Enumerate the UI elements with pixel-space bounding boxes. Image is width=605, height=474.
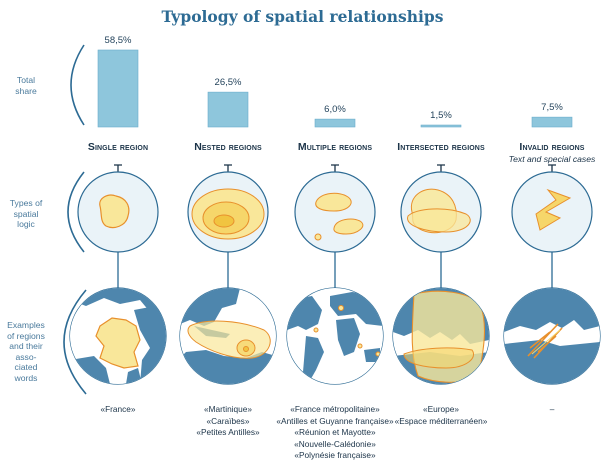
bar-value-label: 26,5% bbox=[214, 77, 242, 89]
bracket-icon bbox=[63, 289, 87, 395]
connectors bbox=[114, 164, 556, 288]
europe-map-icon bbox=[392, 287, 490, 385]
row-label-examples: Examples of regions and their asso- ciat… bbox=[0, 320, 52, 383]
example-words: «Martinique» «Caraïbes» «Petites Antilles» bbox=[163, 404, 293, 439]
example-word: «Europe» bbox=[423, 404, 459, 414]
example-words: – bbox=[487, 404, 605, 416]
row-label-line: Total bbox=[16, 75, 36, 85]
bracket-icon bbox=[70, 44, 85, 126]
globe-icon bbox=[511, 171, 593, 253]
row-label-line: share bbox=[15, 85, 37, 96]
france-map-icon bbox=[69, 287, 167, 385]
bar bbox=[420, 124, 462, 128]
pin-icon bbox=[331, 164, 339, 172]
region-shape bbox=[338, 305, 344, 311]
pin-icon bbox=[437, 164, 445, 172]
region-shape bbox=[535, 188, 572, 231]
region-shape bbox=[315, 192, 352, 212]
pin-icon bbox=[548, 164, 556, 172]
bar bbox=[314, 118, 356, 128]
example-word: «France métropolitaine» bbox=[290, 404, 380, 414]
example-word: «Réunion et Mayotte» bbox=[294, 427, 376, 437]
example-word: «Nouvelle-Calédonie» bbox=[294, 438, 376, 449]
bar-value-label: 6,0% bbox=[324, 104, 346, 116]
row-label-line: of regions bbox=[7, 330, 45, 341]
category-title: Nested regions bbox=[194, 141, 262, 153]
region-shape bbox=[527, 323, 563, 359]
world-map-icon bbox=[286, 287, 384, 385]
row-label-line: spatial bbox=[13, 208, 39, 219]
region-shape bbox=[95, 317, 141, 369]
example-words: «France métropolitaine» «Antilles et Guya… bbox=[270, 404, 400, 462]
row-label-total-share: Total share bbox=[0, 75, 52, 96]
bar-value-label: 58,5% bbox=[104, 35, 132, 46]
caribbean-map-icon bbox=[179, 287, 277, 385]
page-title: Typology of spatial relationships bbox=[161, 7, 444, 26]
region-shape bbox=[403, 347, 474, 369]
example-word: «France» bbox=[100, 404, 136, 414]
bracket-icon bbox=[67, 171, 85, 253]
example-word: – bbox=[549, 404, 555, 414]
category-title: Single region bbox=[87, 141, 149, 153]
row-label-line: logic bbox=[17, 219, 35, 229]
region-shape bbox=[411, 290, 485, 383]
region-shape bbox=[407, 208, 471, 233]
globe-icon bbox=[187, 171, 269, 253]
category-title: Multiple regions bbox=[297, 141, 373, 153]
pin-icon bbox=[114, 164, 122, 172]
bar-value-label: 1,5% bbox=[430, 110, 452, 122]
globe-icon bbox=[294, 171, 376, 253]
region-shape bbox=[313, 327, 319, 333]
row-label-line: asso- bbox=[15, 351, 37, 362]
category-title: Intersected regions bbox=[397, 141, 485, 153]
row-label-line: and their bbox=[9, 341, 43, 351]
europe-map-icon bbox=[503, 287, 601, 385]
row-label-line: words bbox=[14, 372, 38, 383]
row-label-line: Examples bbox=[7, 320, 45, 330]
region-shape bbox=[357, 343, 363, 349]
example-word: «Martinique» bbox=[204, 404, 252, 414]
globe-icon bbox=[77, 171, 159, 253]
bar bbox=[531, 116, 573, 128]
category-subtitle: Text and special cases bbox=[508, 154, 596, 164]
bar-chart bbox=[97, 49, 573, 128]
category-title: Invalid regions bbox=[519, 141, 585, 153]
globe-icon bbox=[400, 171, 482, 253]
region-shape bbox=[213, 214, 235, 228]
example-word: «Polynésie française» bbox=[294, 450, 376, 460]
region-shape bbox=[99, 194, 130, 229]
region-shape bbox=[333, 218, 364, 235]
row-label-line: Types of bbox=[9, 198, 43, 208]
example-word: «Petites Antilles» bbox=[196, 427, 260, 437]
region-shape bbox=[531, 329, 561, 355]
example-word: «Antilles et Guyanne française» bbox=[276, 415, 394, 426]
row-label-line: ciated bbox=[14, 362, 38, 372]
example-words: «France» bbox=[53, 404, 183, 416]
example-word: «Espace méditerranéen» bbox=[394, 415, 488, 426]
pin-icon bbox=[224, 164, 232, 172]
row-label-types: Types of spatial logic bbox=[0, 198, 52, 230]
bar bbox=[97, 49, 139, 128]
bar-value-label: 7,5% bbox=[541, 102, 563, 114]
example-word: «Caraïbes» bbox=[206, 415, 250, 426]
bar bbox=[207, 91, 249, 128]
region-shape bbox=[314, 233, 322, 241]
example-words: «Europe» «Espace méditerranéen» bbox=[376, 404, 506, 427]
